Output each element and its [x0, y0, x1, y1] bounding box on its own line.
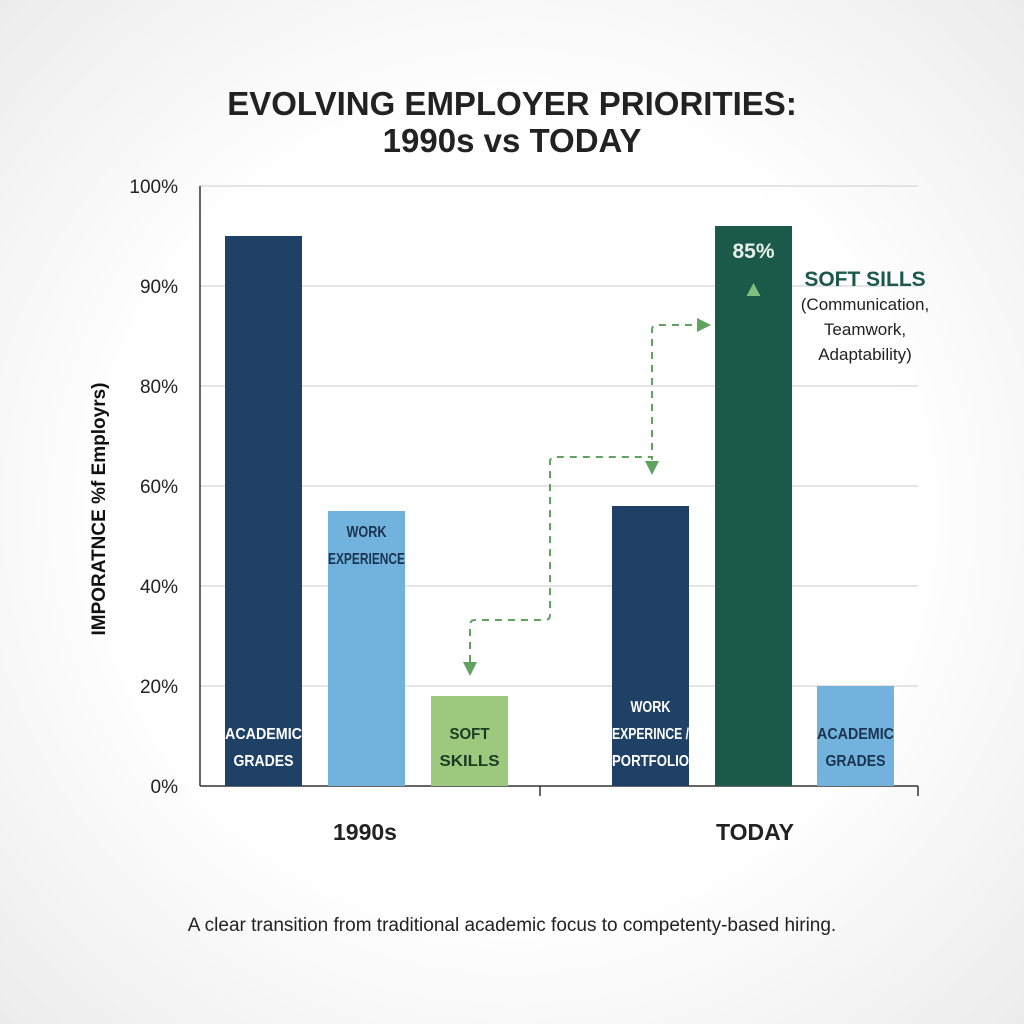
bar-label: WORK: [347, 524, 387, 541]
annotation-text: (Communication,: [801, 295, 930, 314]
arrow-right-icon: [697, 318, 711, 332]
y-tick-label: 40%: [140, 577, 178, 598]
chart-title: EVOLVING EMPLOYER PRIORITIES:: [227, 85, 797, 122]
bar-label: EXPERINCE /: [612, 726, 689, 743]
y-tick-label: 60%: [140, 477, 178, 498]
bar-label: SKILLS: [440, 753, 500, 770]
annotation-text: Teamwork,: [824, 320, 906, 339]
chart-subtitle: 1990s vs TODAY: [382, 122, 642, 159]
bar-label: PORTFOLIO: [612, 753, 689, 770]
bar: [715, 226, 792, 786]
dashed-arrow-path: [651, 324, 697, 450]
bar-label: WORK: [631, 699, 671, 716]
bar-label: ACADEMIC: [817, 726, 894, 743]
annotation-title: SOFT SILLS: [804, 268, 925, 291]
bar: [328, 511, 405, 786]
bar-label: GRADES: [826, 753, 886, 770]
annotation-text: Adaptability): [818, 345, 912, 364]
group-label: 1990s: [333, 819, 397, 845]
bar: [817, 686, 894, 786]
bar-label: ACADEMIC: [225, 726, 302, 743]
y-tick-label: 80%: [140, 377, 178, 398]
bar-label: SOFT: [450, 726, 490, 743]
data-label: 85%: [732, 240, 774, 263]
bar-label: GRADES: [234, 753, 294, 770]
y-tick-label: 0%: [151, 777, 179, 798]
dashed-arrow-path: [469, 456, 653, 662]
y-tick-label: 90%: [140, 277, 178, 298]
group-label: TODAY: [716, 819, 794, 845]
arrow-down-icon: [645, 461, 659, 475]
y-tick-label: 20%: [140, 677, 178, 698]
bar-label: EXPERIENCE: [328, 551, 405, 568]
y-tick-label: 100%: [129, 177, 178, 198]
caption: A clear transition from traditional acad…: [187, 915, 837, 936]
up-arrow-icon: [746, 283, 761, 296]
arrow-down-icon: [463, 662, 477, 676]
bar: [612, 506, 689, 786]
bar: [431, 696, 508, 786]
bar: [225, 236, 302, 786]
